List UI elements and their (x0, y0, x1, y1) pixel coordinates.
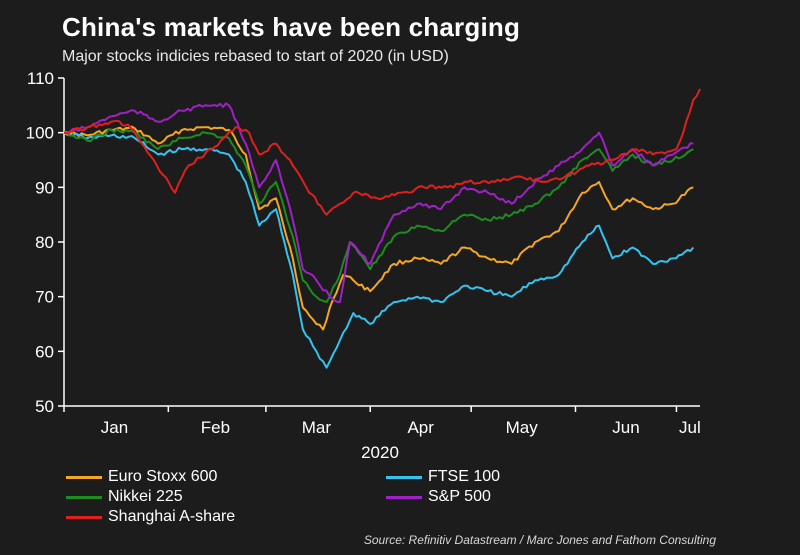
legend-label-shanghai-a-share: Shanghai A-share (108, 508, 236, 525)
y-tick-label: 60 (35, 342, 54, 361)
legend-label-euro-stoxx-600: Euro Stoxx 600 (108, 468, 218, 485)
x-tick-label: Jul (679, 418, 701, 437)
legend-item-shanghai-a-share: Shanghai A-share (66, 508, 235, 526)
legend-item-ftse-100: FTSE 100 (386, 468, 500, 486)
series-lines (63, 88, 701, 369)
legend: Euro Stoxx 600 FTSE 100 Nikkei 225 S&P 5… (66, 468, 586, 532)
legend-swatch-shanghai-a-share (66, 515, 102, 519)
legend-item-euro-stoxx-600: Euro Stoxx 600 (66, 468, 217, 486)
series-line-euro-stoxx-600 (63, 125, 694, 331)
y-axis: 50 60 70 80 90 100 110 (26, 69, 65, 416)
chart-subtitle: Major stocks indicies rebased to start o… (62, 48, 449, 65)
legend-swatch-euro-stoxx-600 (66, 475, 102, 479)
y-tick-label: 90 (35, 178, 54, 197)
legend-item-nikkei-225: Nikkei 225 (66, 488, 183, 506)
x-tick-label: Feb (201, 418, 230, 437)
x-tick-label: Jun (612, 418, 639, 437)
x-axis-label: 2020 (361, 443, 399, 462)
legend-swatch-nikkei-225 (66, 495, 102, 499)
legend-label-nikkei-225: Nikkei 225 (108, 488, 183, 505)
x-tick-label: Jan (101, 418, 128, 437)
y-tick-label: 70 (35, 288, 54, 307)
legend-item-sp-500: S&P 500 (386, 488, 491, 506)
x-tick-label: May (506, 418, 539, 437)
y-tick-label: 110 (27, 69, 54, 88)
y-tick-label: 80 (35, 233, 54, 252)
series-line-ftse-100 (63, 130, 695, 369)
y-tick-label: 100 (26, 124, 54, 143)
x-tick-label: Apr (407, 418, 434, 437)
series-line-nikkei-225 (63, 128, 694, 304)
source-note: Source: Refinitiv Datastream / Marc Jone… (363, 533, 716, 547)
y-tick-label: 50 (35, 397, 54, 416)
x-tick-label: Mar (302, 418, 332, 437)
legend-swatch-sp-500 (386, 495, 422, 499)
chart-title: China's markets have been charging (62, 12, 521, 42)
legend-label-sp-500: S&P 500 (428, 488, 491, 505)
series-line-shanghai-a-share (63, 88, 701, 216)
line-chart: 50 60 70 80 90 100 110 Jan Feb Mar Apr May Jun Jul 2… (26, 69, 701, 462)
legend-swatch-ftse-100 (386, 475, 422, 479)
series-line-s-p-500 (63, 102, 694, 304)
x-axis: Jan Feb Mar Apr May Jun Jul (63, 405, 701, 437)
legend-label-ftse-100: FTSE 100 (428, 468, 501, 485)
